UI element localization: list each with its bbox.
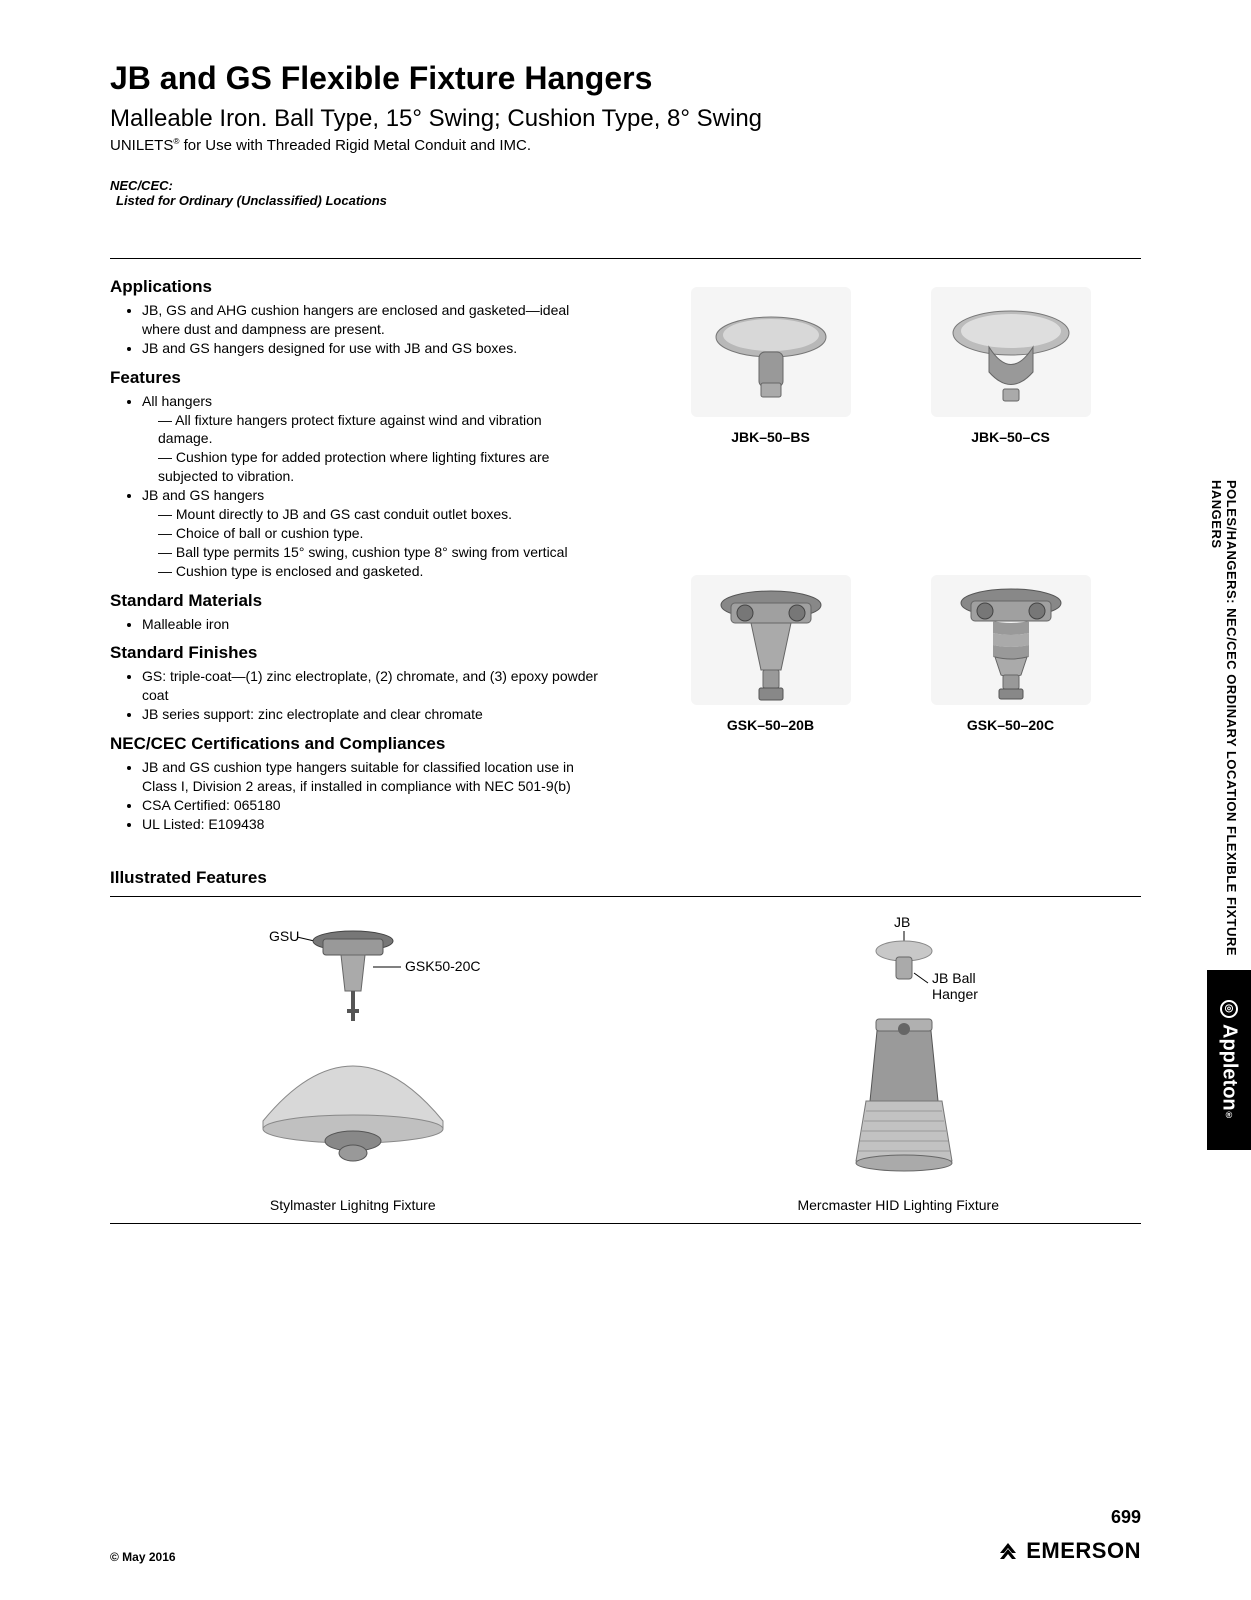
list-item: JB and GS cushion type hangers suitable … xyxy=(142,758,600,796)
list-item: Cushion type is enclosed and gasketed. xyxy=(158,562,600,581)
page-subtitle2: UNILETS® for Use with Threaded Rigid Met… xyxy=(110,137,1141,154)
registered-icon: ® xyxy=(1224,1110,1234,1120)
product-label: JBK–50–BS xyxy=(671,429,871,445)
product-label: JBK–50–CS xyxy=(911,429,1111,445)
divider xyxy=(110,258,1141,259)
product-cell: GSK–50–20B xyxy=(671,575,871,843)
list-item: Cushion type for added protection where … xyxy=(158,448,600,486)
product-image-jbk-50-cs xyxy=(931,287,1091,417)
brand-circle-icon: ◎ xyxy=(1220,1000,1238,1018)
illustrated-image-mercmaster: JB JB Ball Hanger xyxy=(656,911,1142,1191)
list-item: JB series support: zinc electroplate and… xyxy=(142,705,600,724)
applications-list: JB, GS and AHG cushion hangers are enclo… xyxy=(110,301,600,358)
callout-jb: JB xyxy=(894,914,910,930)
emerson-text: EMERSON xyxy=(1026,1538,1141,1564)
group-label: JB and GS hangers xyxy=(142,487,264,503)
sub-list: Mount directly to JB and GS cast conduit… xyxy=(142,505,600,581)
list-item: JB, GS and AHG cushion hangers are enclo… xyxy=(142,301,600,339)
list-item: GS: triple-coat—(1) zinc electroplate, (… xyxy=(142,667,600,705)
list-item: Mount directly to JB and GS cast conduit… xyxy=(158,505,600,524)
product-images-column: JBK–50–BS JBK–50–CS xyxy=(640,277,1141,844)
footer-right: 699 EMERSON xyxy=(996,1507,1141,1564)
nec-text: Listed for Ordinary (Unclassified) Locat… xyxy=(110,193,1141,208)
page-footer: © May 2016 699 EMERSON xyxy=(110,1507,1141,1564)
spec-column: Applications JB, GS and AHG cushion hang… xyxy=(110,277,600,844)
page-number: 699 xyxy=(996,1507,1141,1528)
brand-name: Appleton xyxy=(1218,1024,1241,1111)
product-label: GSK–50–20C xyxy=(911,717,1111,733)
finishes-heading: Standard Finishes xyxy=(110,643,600,663)
page-subtitle: Malleable Iron. Ball Type, 15° Swing; Cu… xyxy=(110,105,1141,133)
page-title: JB and GS Flexible Fixture Hangers xyxy=(110,60,1141,97)
illustrated-left: GSU GSK50-20C Stylmaster Lighitng Fixtur… xyxy=(110,911,596,1213)
emerson-icon xyxy=(996,1539,1020,1563)
list-item: JB and GS hangers designed for use with … xyxy=(142,339,600,358)
illustrated-row: GSU GSK50-20C Stylmaster Lighitng Fixtur… xyxy=(110,896,1141,1224)
materials-list: Malleable iron xyxy=(110,615,600,634)
list-item: All fixture hangers protect fixture agai… xyxy=(158,411,600,449)
product-cell: JBK–50–BS xyxy=(671,287,871,555)
callout-gsu: GSU xyxy=(269,928,299,944)
side-tab: POLES/HANGERS: NEC/CEC ORDINARY LOCATION… xyxy=(1207,470,1251,1150)
unilets-pre: UNILETS xyxy=(110,137,173,154)
certs-list: JB and GS cushion type hangers suitable … xyxy=(110,758,600,834)
sub-list: All fixture hangers protect fixture agai… xyxy=(142,411,600,487)
group-label: All hangers xyxy=(142,393,212,409)
list-item: CSA Certified: 065180 xyxy=(142,796,600,815)
illustrated-caption: Mercmaster HID Lighting Fixture xyxy=(656,1197,1142,1213)
emerson-logo: EMERSON xyxy=(996,1538,1141,1564)
illustrated-right: JB JB Ball Hanger Mercmaster HID Lightin… xyxy=(656,911,1142,1213)
copyright: © May 2016 xyxy=(110,1550,176,1564)
svg-text:Hanger: Hanger xyxy=(932,986,978,1002)
finishes-list: GS: triple-coat—(1) zinc electroplate, (… xyxy=(110,667,600,724)
list-item: Ball type permits 15° swing, cushion typ… xyxy=(158,543,600,562)
product-label: GSK–50–20B xyxy=(671,717,871,733)
product-cell: GSK–50–20C xyxy=(911,575,1111,843)
materials-heading: Standard Materials xyxy=(110,591,600,611)
list-item: Malleable iron xyxy=(142,615,600,634)
features-list: All hangers All fixture hangers protect … xyxy=(110,392,600,581)
list-item: All hangers All fixture hangers protect … xyxy=(142,392,600,486)
product-image-gsk-50-20c xyxy=(931,575,1091,705)
side-tab-category: POLES/HANGERS: NEC/CEC ORDINARY LOCATION… xyxy=(1207,470,1251,970)
list-item: UL Listed: E109438 xyxy=(142,815,600,834)
unilets-post: for Use with Threaded Rigid Metal Condui… xyxy=(179,137,531,154)
illustrated-caption: Stylmaster Lighitng Fixture xyxy=(110,1197,596,1213)
illustrated-heading: Illustrated Features xyxy=(110,868,1141,888)
illustrated-image-stylmaster: GSU GSK50-20C xyxy=(110,911,596,1191)
callout-gsk: GSK50-20C xyxy=(405,958,480,974)
product-image-gsk-50-20b xyxy=(691,575,851,705)
list-item: Choice of ball or cushion type. xyxy=(158,524,600,543)
side-tab-brand: ◎ Appleton® xyxy=(1207,970,1251,1150)
applications-heading: Applications xyxy=(110,277,600,297)
list-item: JB and GS hangers Mount directly to JB a… xyxy=(142,486,600,580)
product-image-jbk-50-bs xyxy=(691,287,851,417)
product-cell: JBK–50–CS xyxy=(911,287,1111,555)
nec-label: NEC/CEC: xyxy=(110,178,1141,193)
callout-jb-ball: JB Ball xyxy=(932,970,976,986)
certs-heading: NEC/CEC Certifications and Compliances xyxy=(110,734,600,754)
features-heading: Features xyxy=(110,368,600,388)
